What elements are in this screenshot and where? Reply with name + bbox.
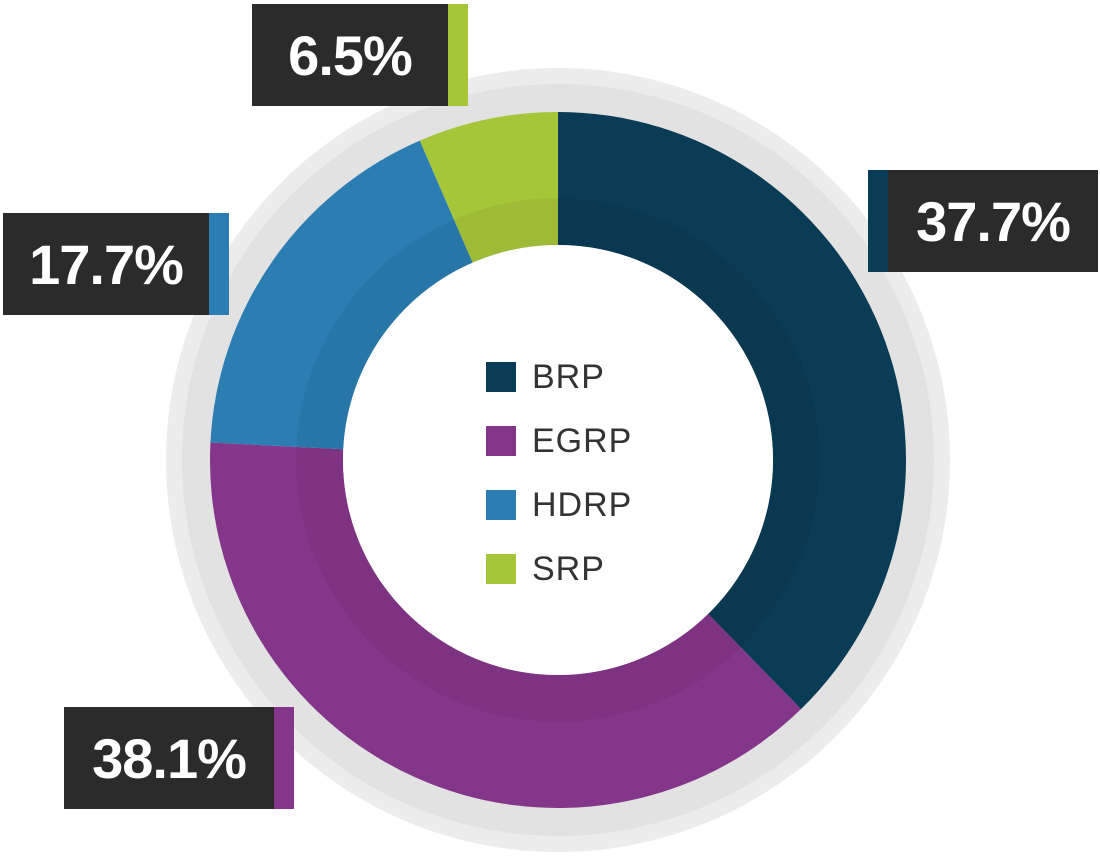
legend-label-srp: SRP (532, 549, 605, 588)
legend-swatch-hdrp (486, 490, 516, 520)
legend-label-brp: BRP (532, 357, 605, 396)
legend-item-brp: BRP (486, 345, 632, 409)
callout-stripe-srp (448, 4, 468, 106)
callout-stripe-hdrp (209, 213, 229, 315)
value-label-egrp: 38.1% (64, 707, 274, 809)
legend-label-hdrp: HDRP (532, 485, 633, 524)
legend-swatch-egrp (486, 426, 516, 456)
legend-item-hdrp: HDRP (486, 473, 632, 537)
legend-swatch-srp (486, 554, 516, 584)
legend-item-srp: SRP (486, 537, 632, 601)
callout-stripe-egrp (274, 707, 294, 809)
legend-swatch-brp (486, 362, 516, 392)
legend-item-egrp: EGRP (486, 409, 632, 473)
value-label-brp: 37.7% (888, 170, 1098, 272)
slice-brp (558, 112, 906, 710)
callout-egrp: 38.1% (64, 707, 294, 809)
callout-brp: 37.7% (868, 170, 1098, 272)
slice-egrp (210, 442, 801, 808)
callout-stripe-brp (868, 170, 888, 272)
value-label-srp: 6.5% (252, 4, 448, 106)
callout-hdrp: 17.7% (3, 213, 229, 315)
value-label-hdrp: 17.7% (3, 213, 209, 315)
donut-hole (343, 245, 773, 675)
legend-label-egrp: EGRP (532, 421, 633, 460)
slice-hdrp (210, 140, 473, 450)
legend: BRP EGRP HDRP SRP (486, 345, 632, 601)
slice-srp (419, 112, 558, 263)
callout-srp: 6.5% (252, 4, 468, 106)
